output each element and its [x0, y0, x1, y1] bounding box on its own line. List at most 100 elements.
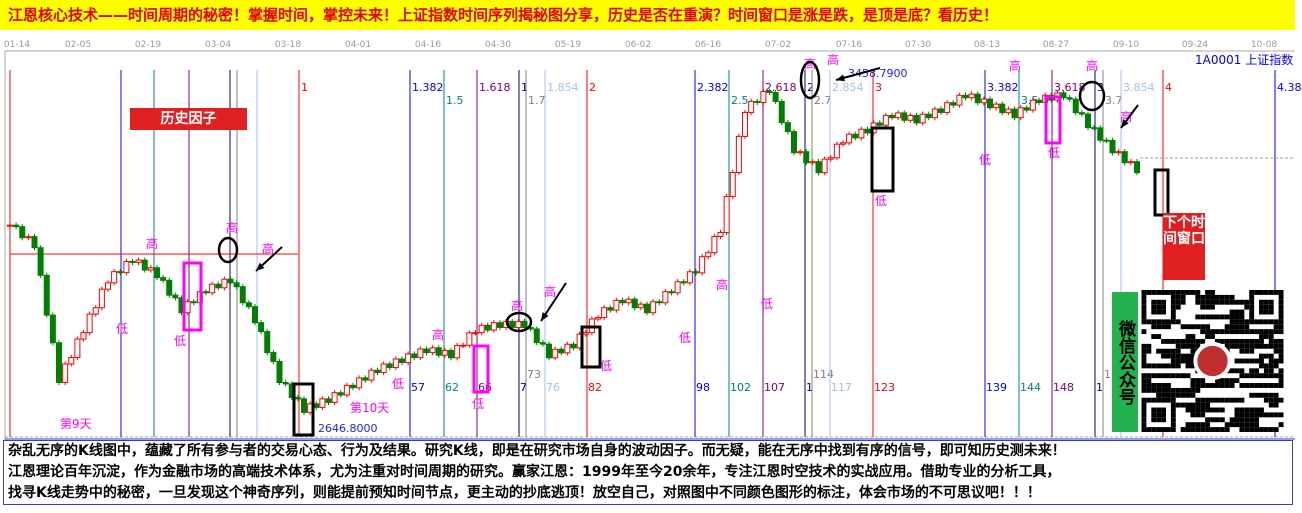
qr-module — [1249, 368, 1255, 374]
qr-module — [1234, 407, 1240, 413]
qr-module — [1263, 304, 1269, 310]
qr-module — [1229, 422, 1235, 428]
date-tick-label: 09-24 — [1182, 40, 1208, 50]
qr-module — [1219, 338, 1225, 344]
qr-module — [1141, 397, 1147, 403]
qr-module — [1254, 338, 1260, 344]
qr-module — [1249, 294, 1255, 300]
annotation-label: 高 — [262, 241, 274, 256]
date-tick-label: 06-02 — [625, 40, 651, 50]
candle — [815, 161, 822, 174]
qr-module — [1195, 290, 1201, 295]
qr-module — [1161, 397, 1166, 403]
candle — [129, 260, 136, 263]
window-box — [580, 325, 602, 369]
annotation-label: 低 — [392, 377, 404, 391]
qr-module — [1161, 348, 1166, 354]
candle — [25, 236, 32, 239]
qr-module — [1156, 304, 1162, 310]
arrow-head-icon — [836, 74, 845, 82]
qr-module — [1200, 383, 1206, 388]
qr-module — [1190, 383, 1196, 388]
qr-module — [1185, 334, 1191, 339]
qr-module — [1141, 304, 1147, 310]
qr-module — [1141, 383, 1147, 388]
qr-module — [1151, 324, 1157, 330]
qr-module — [1239, 314, 1245, 320]
qr-module — [1170, 407, 1176, 413]
qr-module — [1210, 397, 1215, 403]
qr-module — [1141, 402, 1147, 408]
qr-module — [1190, 324, 1196, 330]
qr-module — [1268, 309, 1274, 315]
date-tick-label: 07-02 — [765, 40, 791, 50]
qr-module — [1156, 348, 1162, 354]
qr-module — [1239, 338, 1245, 344]
qr-module — [1180, 343, 1186, 349]
qr-module — [1259, 427, 1264, 432]
candle — [490, 322, 497, 331]
qr-module — [1175, 294, 1181, 300]
candle — [270, 352, 277, 362]
qr-module — [1234, 338, 1240, 344]
qr-module — [1161, 417, 1166, 423]
qr-module — [1151, 417, 1157, 423]
qr-module — [1259, 392, 1264, 398]
candle — [1091, 127, 1098, 130]
qr-module — [1259, 358, 1264, 364]
qr-module — [1151, 387, 1157, 393]
cycle-count-label: 98 — [696, 381, 710, 394]
cycle-count-label: 73 — [527, 368, 541, 381]
qr-module — [1170, 363, 1176, 369]
candle — [509, 320, 516, 328]
qr-module — [1278, 348, 1284, 354]
qr-module — [1165, 392, 1171, 398]
qr-module — [1170, 402, 1176, 408]
qr-module — [1141, 378, 1147, 384]
candle — [19, 226, 26, 239]
qr-module — [1161, 353, 1166, 359]
qr-module — [1239, 412, 1245, 418]
qr-module — [1156, 373, 1162, 379]
qr-module — [1278, 290, 1284, 295]
qr-module — [1229, 299, 1235, 305]
date-tick-label: 08-27 — [1043, 40, 1069, 50]
title-banner: 江恩核心技术——时间周期的秘密！掌握时间，掌控未来！上证指数时间序列揭秘图分享，… — [0, 0, 1295, 30]
candle — [631, 298, 638, 309]
candle — [742, 111, 748, 137]
qr-module — [1190, 290, 1196, 295]
candle — [435, 347, 442, 356]
qr-module — [1156, 299, 1162, 305]
qr-module — [1170, 358, 1176, 364]
qr-module — [1141, 412, 1147, 418]
qr-module — [1254, 329, 1260, 335]
qr-module — [1151, 407, 1157, 413]
kline-chart[interactable]: 01-14 02-05 02-19 03-04 03-18 04-01 04-16 04-30… — [0, 30, 1302, 440]
candle — [1023, 107, 1030, 111]
cycle-ratio-label: 2.854 — [832, 81, 864, 94]
qr-module — [1263, 334, 1269, 339]
qr-module — [1249, 304, 1255, 310]
qr-module — [1273, 358, 1279, 364]
qr-module — [1273, 343, 1279, 349]
qr-module — [1175, 319, 1181, 325]
qr-module — [1244, 338, 1250, 344]
qr-module — [1234, 358, 1240, 364]
qr-module — [1200, 329, 1206, 335]
qr-module — [1141, 314, 1147, 320]
next-time-window-label: 下个时间窗口 — [1163, 213, 1205, 280]
qr-module — [1156, 412, 1162, 418]
candle — [650, 301, 657, 314]
qr-module — [1175, 353, 1181, 359]
candle — [980, 98, 987, 104]
qr-module — [1185, 422, 1191, 428]
cycle-count-label: 107 — [764, 381, 785, 394]
qr-module — [1190, 392, 1196, 398]
candle — [582, 332, 589, 335]
qr-module — [1185, 353, 1191, 359]
qr-module — [1156, 319, 1162, 325]
candle — [147, 267, 154, 271]
qr-module — [1244, 324, 1250, 330]
qr-module — [1156, 290, 1162, 295]
qr-module — [1278, 319, 1284, 325]
